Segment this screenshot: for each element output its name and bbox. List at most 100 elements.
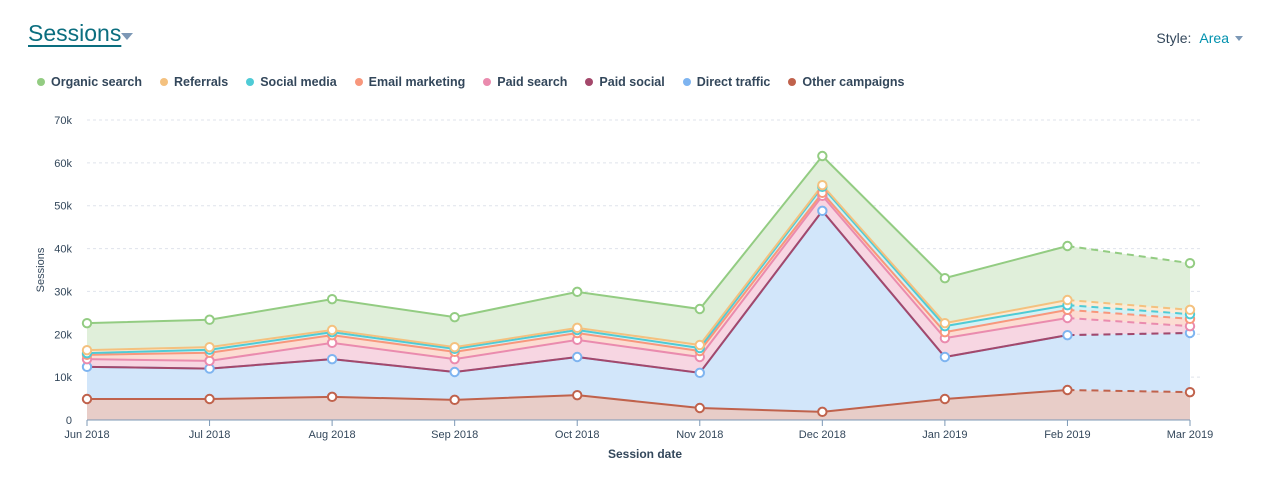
- y-tick-label: 30k: [54, 286, 72, 298]
- legend-label: Paid social: [599, 75, 665, 89]
- x-tick-label: Aug 2018: [309, 429, 356, 441]
- legend-label: Paid search: [497, 75, 568, 89]
- legend-label: Organic search: [51, 75, 143, 89]
- caret-down-icon[interactable]: [1235, 35, 1243, 41]
- data-point: [326, 293, 338, 305]
- data-point: [449, 366, 460, 378]
- legend-dot-icon: [37, 78, 45, 86]
- y-tick-label: 50k: [54, 201, 72, 213]
- y-tick-label: 70k: [54, 115, 72, 127]
- y-tick-label: 60k: [54, 158, 72, 170]
- data-point: [204, 314, 215, 325]
- legend-item[interactable]: Email marketing: [354, 75, 466, 89]
- chart-legend: Organic search Referrals Social media Em…: [37, 75, 905, 89]
- data-point: [572, 286, 583, 298]
- data-point: [939, 393, 951, 405]
- x-axis-title: Session date: [608, 447, 682, 461]
- x-tick-label: Nov 2018: [676, 429, 723, 441]
- x-tick-label: Sep 2018: [431, 429, 478, 441]
- y-tick-label: 0: [66, 415, 72, 427]
- caret-down-icon[interactable]: [121, 33, 133, 40]
- legend-label: Email marketing: [368, 75, 466, 89]
- x-tick-label: Jul 2018: [189, 429, 231, 441]
- data-point: [572, 351, 583, 363]
- data-point: [449, 341, 460, 353]
- x-tick-label: Jun 2018: [64, 429, 109, 441]
- report-title-dropdown[interactable]: Sessions: [28, 20, 122, 46]
- data-point: [572, 322, 583, 334]
- line-paid-social-projected: [1067, 332, 1191, 337]
- data-point: [817, 150, 828, 162]
- data-point: [694, 303, 705, 315]
- legend-item[interactable]: Paid social: [585, 75, 665, 89]
- data-point: [694, 367, 705, 379]
- data-point: [817, 406, 828, 418]
- area-organic-search: [87, 156, 1190, 351]
- data-point: [326, 353, 338, 365]
- x-tick-label: Dec 2018: [799, 429, 846, 441]
- line-social-media-projected: [1067, 304, 1191, 316]
- data-point: [449, 394, 460, 406]
- data-point: [81, 344, 93, 356]
- x-tick-label: Jan 2019: [922, 429, 967, 441]
- data-point: [1062, 384, 1073, 396]
- data-point: [1062, 294, 1073, 306]
- data-point: [204, 341, 215, 353]
- axes: 0 10k 20k 30k 40k 50k 60k 70k Jun 2018 Jul 2018 Au…: [54, 115, 1213, 441]
- data-point: [204, 393, 215, 405]
- y-tick-label: 10k: [54, 372, 72, 384]
- data-point: [326, 324, 338, 336]
- x-tick-label: Oct 2018: [555, 429, 600, 441]
- y-tick-label: 40k: [54, 244, 72, 256]
- legend-item[interactable]: Referrals: [160, 75, 228, 89]
- legend-dot-icon: [354, 78, 363, 86]
- style-dropdown[interactable]: Area: [1199, 30, 1229, 46]
- data-point: [817, 179, 828, 191]
- x-tick-label: Mar 2019: [1167, 429, 1213, 441]
- y-tick-label: 20k: [54, 329, 72, 341]
- data-point: [449, 311, 460, 323]
- data-point: [1184, 386, 1196, 398]
- data-point: [204, 355, 215, 367]
- data-point: [1184, 257, 1196, 269]
- data-point: [694, 402, 705, 414]
- line-email-marketing-projected: [1067, 308, 1191, 320]
- area-direct-traffic: [87, 210, 1190, 412]
- data-point: [1062, 329, 1073, 341]
- legend-dot-icon: [160, 78, 169, 86]
- legend-item[interactable]: Paid search: [483, 75, 567, 89]
- data-point: [939, 317, 951, 329]
- data-point: [326, 391, 338, 403]
- legend-dot-icon: [585, 78, 594, 86]
- legend-label: Social media: [260, 75, 337, 89]
- data-point: [817, 205, 828, 217]
- legend-label: Other campaigns: [802, 75, 905, 89]
- line-referrals-projected: [1067, 299, 1191, 311]
- x-tick-label: Feb 2019: [1044, 429, 1090, 441]
- line-organic-search-projected: [1067, 245, 1191, 265]
- area-fills: [87, 156, 1190, 420]
- data-point: [939, 272, 951, 284]
- legend-dot-icon: [682, 78, 691, 86]
- data-point: [694, 339, 705, 351]
- legend-item[interactable]: Social media: [246, 75, 337, 89]
- style-selector[interactable]: Style: Area: [1156, 30, 1243, 46]
- legend-dot-icon: [246, 78, 255, 86]
- line-other-campaigns-projected: [1067, 389, 1191, 394]
- line-paid-search-projected: [1067, 317, 1191, 328]
- legend-item[interactable]: Direct traffic: [682, 75, 770, 89]
- area-other-campaigns: [87, 390, 1190, 420]
- y-axis-title: Sessions: [35, 247, 47, 292]
- legend-dot-icon: [483, 78, 492, 86]
- data-point: [81, 317, 93, 329]
- legend-item[interactable]: Other campaigns: [788, 75, 905, 89]
- data-point: [1062, 312, 1073, 324]
- data-point: [1062, 240, 1073, 252]
- legend-dot-icon: [788, 78, 797, 86]
- data-points: [81, 150, 1196, 418]
- legend-item[interactable]: Organic search: [37, 75, 142, 89]
- data-point: [81, 393, 93, 405]
- data-point: [1184, 304, 1196, 316]
- style-label: Style:: [1156, 30, 1192, 46]
